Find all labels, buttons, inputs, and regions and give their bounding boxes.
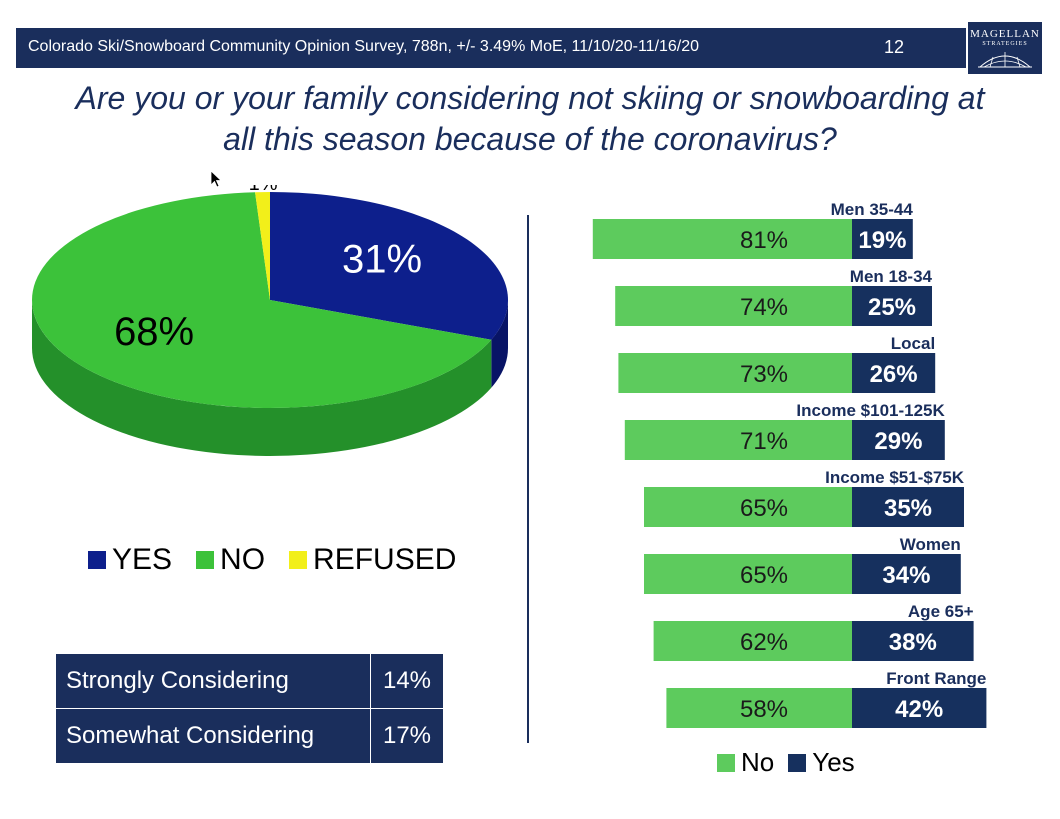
legend-item-no: NO <box>196 543 265 577</box>
pie-label-yes: 31% <box>342 237 422 281</box>
legend-label-yes: YES <box>112 543 173 576</box>
vertical-divider <box>527 215 529 743</box>
pie-chart: 31% 68% 1% <box>32 185 509 456</box>
bar-category-label: Women <box>900 535 961 554</box>
row-label: Strongly Considering <box>55 653 371 709</box>
bar-label-no: 73% <box>740 361 788 388</box>
bar-rows: 81% 19% Men 35-44 74% 25% Men 18-34 73% 26% Loca… <box>592 200 987 728</box>
bar-no <box>644 487 852 527</box>
bar-legend: No Yes <box>717 747 869 778</box>
pie-slices <box>32 192 509 456</box>
row-label: Somewhat Considering <box>55 708 371 764</box>
bar-no <box>618 353 852 393</box>
table-row: Somewhat Considering 17% <box>55 708 444 764</box>
bar-label-yes: 42% <box>895 696 943 723</box>
bar-yes <box>852 420 945 460</box>
question-title: Are you or your family considering not s… <box>20 78 1040 160</box>
bar-no <box>644 554 852 594</box>
bar-label-no: 62% <box>740 629 788 656</box>
bar-category-label: Age 65+ <box>908 602 974 621</box>
bar-yes <box>852 353 936 393</box>
bar-label-yes: 19% <box>858 227 906 254</box>
survey-info: Colorado Ski/Snowboard Community Opinion… <box>28 38 700 55</box>
bar-yes <box>852 688 987 728</box>
bar-no <box>653 621 852 661</box>
bar-row: 58% 42% Front Range <box>666 669 987 728</box>
considering-table: Strongly Considering 14% Somewhat Consid… <box>55 653 444 764</box>
legend-swatch-refused <box>289 551 308 569</box>
bar-row: 62% 38% Age 65+ <box>653 602 974 661</box>
bar-label-yes: 38% <box>889 629 937 656</box>
pie-label-no: 68% <box>114 310 194 354</box>
page-number: 12 <box>884 37 905 57</box>
bar-label-no: 81% <box>740 227 788 254</box>
bar-category-label: Men 35-44 <box>831 200 914 219</box>
logo-name: MAGELLAN <box>970 28 1040 40</box>
logo-subtitle: STRATEGIES <box>982 41 1028 47</box>
bar-legend-item-yes: Yes <box>788 747 855 778</box>
bar-label-yes: 29% <box>874 428 922 455</box>
bar-label-yes: 25% <box>868 294 916 321</box>
bar-legend-label-no: No <box>741 747 775 777</box>
bar-no <box>592 219 852 259</box>
row-value: 14% <box>370 653 444 709</box>
bar-category-label: Front Range <box>886 669 986 688</box>
legend-item-yes: YES <box>88 543 172 577</box>
table-row: Strongly Considering 14% <box>55 653 444 709</box>
bar-row: 81% 19% Men 35-44 <box>592 200 914 259</box>
bar-label-yes: 34% <box>882 562 930 589</box>
bar-row: 65% 35% Income $51-$75K <box>644 468 965 527</box>
pie-label-refused: 1% <box>249 185 278 195</box>
globe-icon <box>978 52 1032 68</box>
row-value: 17% <box>370 708 444 764</box>
pie-side-yes <box>491 300 508 388</box>
bar-label-no: 74% <box>740 294 788 321</box>
legend-item-refused: REFUSED <box>289 543 456 577</box>
bar-row: 65% 34% Women <box>644 535 961 594</box>
bar-category-label: Local <box>891 334 935 353</box>
pie-legend: YES NO REFUSED <box>88 543 480 577</box>
bar-legend-item-no: No <box>717 747 774 778</box>
bar-label-yes: 26% <box>870 361 918 388</box>
bar-row: 74% 25% Men 18-34 <box>615 267 933 326</box>
pie-slice-no <box>32 192 492 408</box>
bar-label-no: 65% <box>740 562 788 589</box>
bar-legend-swatch-no <box>717 753 735 772</box>
bar-row: 71% 29% Income $101-125K <box>624 401 946 460</box>
pie-slice-yes <box>270 192 509 340</box>
bar-yes <box>852 621 974 661</box>
header-bar: Colorado Ski/Snowboard Community Opinion… <box>16 28 966 68</box>
pie-slice-refused <box>255 192 270 300</box>
bar-label-no: 65% <box>740 495 788 522</box>
bar-yes <box>852 219 913 259</box>
bar-row: 73% 26% Local <box>618 334 936 393</box>
bar-legend-label-yes: Yes <box>812 747 855 777</box>
bar-yes <box>852 487 964 527</box>
legend-label-refused: REFUSED <box>313 543 457 576</box>
bar-category-label: Income $51-$75K <box>825 468 965 487</box>
bar-category-label: Income $101-125K <box>796 401 945 420</box>
bar-yes <box>852 286 932 326</box>
mouse-cursor-icon <box>210 170 223 188</box>
bar-no <box>666 688 852 728</box>
bar-category-label: Men 18-34 <box>850 267 933 286</box>
bar-legend-swatch-yes <box>788 753 807 772</box>
title-line-2: all this season because of the coronavir… <box>223 121 837 157</box>
pie-side-no <box>32 300 492 456</box>
title-line-1: Are you or your family considering not s… <box>75 80 985 116</box>
bar-label-no: 71% <box>740 428 788 455</box>
bar-label-yes: 35% <box>884 495 932 522</box>
bar-label-no: 58% <box>740 696 788 723</box>
legend-swatch-no <box>196 551 215 569</box>
bar-no <box>615 286 852 326</box>
bar-yes <box>852 554 961 594</box>
bar-no <box>624 420 852 460</box>
demographic-bar-chart: 81% 19% Men 35-44 74% 25% Men 18-34 73% 26% Loca… <box>592 200 987 728</box>
legend-label-no: NO <box>220 543 266 576</box>
legend-swatch-yes <box>88 551 106 569</box>
magellan-logo: MAGELLAN STRATEGIES <box>968 22 1042 74</box>
